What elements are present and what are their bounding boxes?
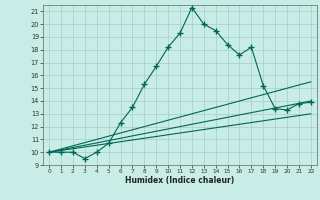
- X-axis label: Humidex (Indice chaleur): Humidex (Indice chaleur): [125, 176, 235, 185]
